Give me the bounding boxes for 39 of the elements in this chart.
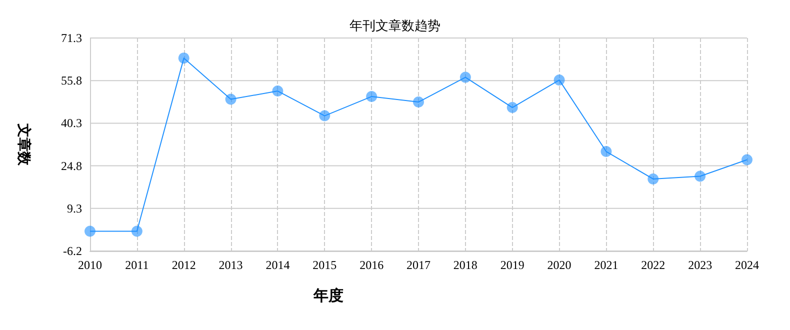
x-tick-label: 2012 — [172, 258, 196, 272]
chart-title: 年刊文章数趋势 — [350, 18, 440, 33]
y-tick-label: 40.3 — [61, 116, 82, 130]
point — [225, 94, 236, 105]
point — [460, 72, 471, 83]
x-tick-label: 2016 — [360, 258, 384, 272]
point — [413, 96, 424, 108]
point — [554, 74, 565, 86]
point — [178, 52, 190, 64]
x-tick-label: 2017 — [406, 258, 430, 272]
y-tick-label: -6.2 — [63, 244, 82, 258]
x-tick-label: 2021 — [594, 258, 618, 272]
y-tick-label: 24.8 — [61, 158, 82, 173]
x-tick-label: 2015 — [312, 258, 337, 272]
x-tick-label: 2022 — [641, 258, 666, 272]
x-tick-label: 2014 — [266, 258, 290, 272]
x-tick-label: 2023 — [688, 258, 712, 272]
point — [272, 86, 284, 97]
point — [319, 110, 330, 122]
point — [600, 146, 612, 158]
x-tick-label: 2011 — [125, 258, 149, 272]
point — [84, 226, 96, 237]
point — [742, 154, 752, 166]
point — [648, 173, 659, 184]
y-tick-label: 55.8 — [61, 74, 82, 88]
x-tick-label: 2013 — [218, 258, 243, 272]
x-tick-label: 2024 — [735, 258, 759, 272]
x-tick-label: 2020 — [547, 258, 572, 272]
y-tick-label: 9.3 — [67, 201, 82, 216]
y-tick-label: 71.3 — [61, 31, 82, 45]
y-axis-title: 文章数 — [16, 122, 32, 166]
point — [131, 226, 142, 237]
point — [694, 170, 706, 182]
x-tick-label: 2018 — [453, 258, 478, 272]
x-tick-label: 2019 — [500, 258, 524, 272]
x-tick-label: 2010 — [78, 258, 102, 272]
point — [506, 102, 518, 114]
point — [366, 91, 378, 102]
x-axis-title: 年度 — [312, 286, 344, 304]
